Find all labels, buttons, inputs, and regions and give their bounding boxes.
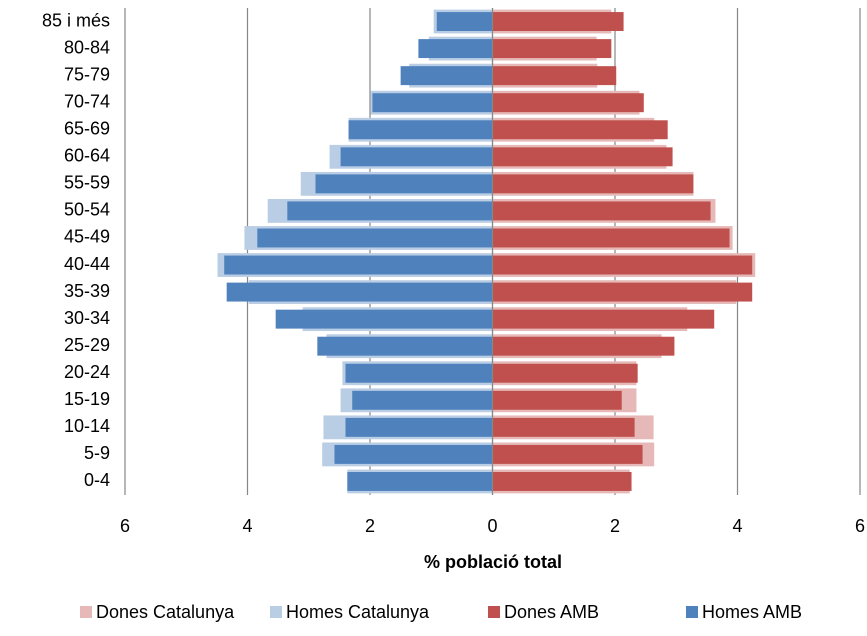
y-tick-label: 20-24: [64, 362, 110, 382]
bar: [492, 282, 753, 302]
x-tick-label: 2: [610, 516, 620, 536]
bar: [492, 228, 730, 248]
bar: [334, 444, 493, 464]
x-tick-label: 6: [120, 516, 130, 536]
bar: [492, 174, 694, 194]
y-tick-label: 55-59: [64, 173, 110, 193]
legend-label: Homes Catalunya: [286, 602, 430, 622]
x-tick-label: 2: [365, 516, 375, 536]
y-tick-label: 30-34: [64, 308, 110, 328]
bar: [224, 255, 493, 275]
bar: [317, 336, 493, 356]
y-tick-label: 0-4: [84, 470, 110, 490]
legend-swatch: [270, 606, 282, 618]
legend-label: Dones AMB: [504, 602, 599, 622]
bar: [340, 147, 493, 167]
bar: [372, 93, 493, 113]
y-tick-label: 85 i més: [42, 10, 110, 30]
legend-swatch: [488, 606, 500, 618]
y-tick-label: 15-19: [64, 389, 110, 409]
bar: [492, 390, 622, 410]
bar: [436, 12, 493, 31]
legend-label: Dones Catalunya: [96, 602, 235, 622]
y-tick-label: 10-14: [64, 416, 110, 436]
x-tick-label: 4: [732, 516, 742, 536]
x-axis-title: % població total: [424, 552, 562, 572]
bar: [287, 201, 493, 221]
x-tick-label: 4: [242, 516, 252, 536]
x-tick-label: 6: [855, 516, 865, 536]
bar: [492, 472, 632, 491]
y-tick-label: 45-49: [64, 227, 110, 247]
bar: [418, 39, 493, 59]
bar: [275, 309, 493, 329]
bar: [492, 147, 673, 167]
bar: [492, 12, 624, 31]
bar: [492, 309, 715, 329]
bar: [347, 472, 493, 491]
bar: [226, 282, 493, 302]
bar: [492, 66, 617, 86]
y-tick-label: 25-29: [64, 335, 110, 355]
bar: [492, 255, 753, 275]
legend-swatch: [686, 606, 698, 618]
y-tick-label: 35-39: [64, 281, 110, 301]
y-tick-label: 65-69: [64, 119, 110, 139]
bar: [400, 66, 493, 86]
bar: [345, 363, 493, 383]
bar: [492, 39, 612, 59]
legend-label: Homes AMB: [702, 602, 802, 622]
bar: [492, 444, 643, 464]
y-tick-label: 40-44: [64, 254, 110, 274]
y-tick-label: 50-54: [64, 200, 110, 220]
bar: [492, 201, 711, 221]
bar: [492, 93, 644, 113]
bar: [352, 390, 493, 410]
y-tick-label: 60-64: [64, 146, 110, 166]
bar: [492, 336, 675, 356]
legend-swatch: [80, 606, 92, 618]
bar: [348, 120, 493, 140]
y-tick-label: 75-79: [64, 64, 110, 84]
x-tick-label: 0: [487, 516, 497, 536]
bar: [257, 228, 493, 248]
bar: [492, 363, 638, 383]
bar: [345, 417, 493, 437]
bar: [492, 120, 668, 140]
bar: [492, 417, 635, 437]
y-tick-label: 5-9: [84, 443, 110, 463]
y-tick-label: 70-74: [64, 91, 110, 111]
y-tick-label: 80-84: [64, 37, 110, 57]
bar: [315, 174, 493, 194]
